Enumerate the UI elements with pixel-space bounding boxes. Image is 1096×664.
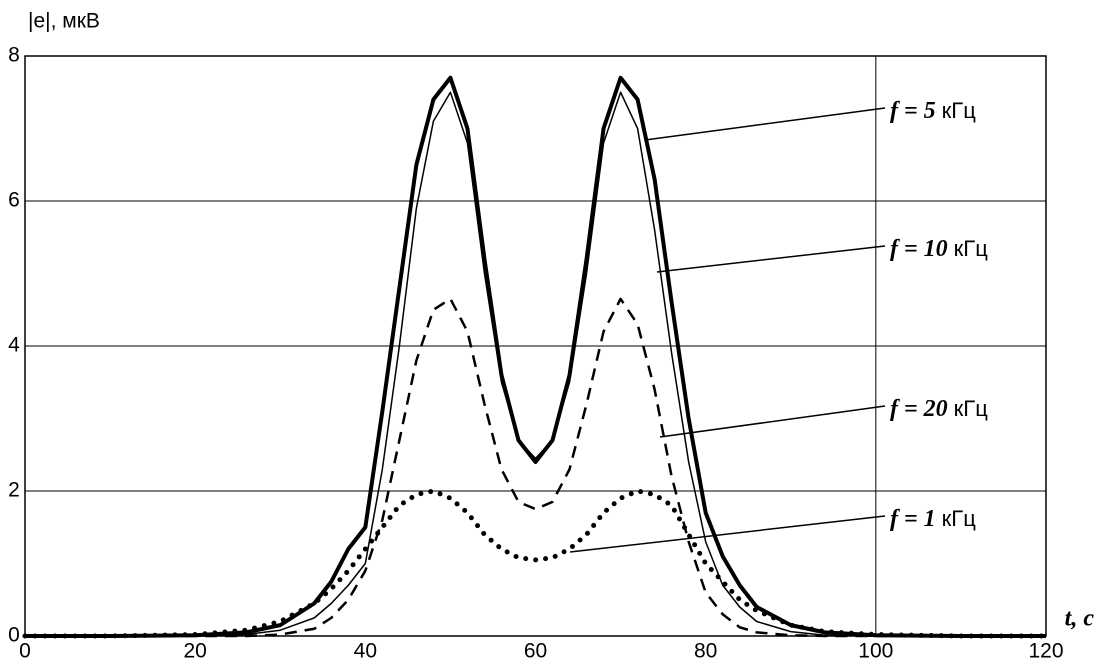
y-tick-label: 4 [8,334,20,357]
x-tick-label: 100 [858,640,893,663]
series-line [25,75,1046,638]
x-tick-label: 80 [694,640,717,663]
y-tick-label: 2 [8,479,20,502]
series-label: f = 5 кГц [890,98,976,124]
x-axis-label: t, с [1065,606,1095,632]
series-label: f = 1 кГц [890,506,976,532]
series-label: f = 20 кГц [890,396,988,422]
x-tick-label: 0 [19,640,31,663]
y-tick-label: 8 [8,44,20,67]
y-axis-label: |e|, мкВ [28,10,100,33]
x-tick-label: 120 [1028,640,1063,663]
series-line [22,488,1049,639]
y-tick-label: 0 [8,624,20,647]
series-line [25,297,1046,638]
leader-line [644,107,886,141]
leader-line [569,515,886,553]
x-tick-label: 40 [354,640,377,663]
leader-line [656,245,886,273]
plot-frame [24,55,1047,637]
series-line [25,91,1046,637]
x-tick-label: 20 [183,640,206,663]
series-label: f = 10 кГц [890,236,988,262]
x-tick-label: 60 [524,640,547,663]
y-tick-label: 6 [8,189,20,212]
leader-line [659,405,886,438]
